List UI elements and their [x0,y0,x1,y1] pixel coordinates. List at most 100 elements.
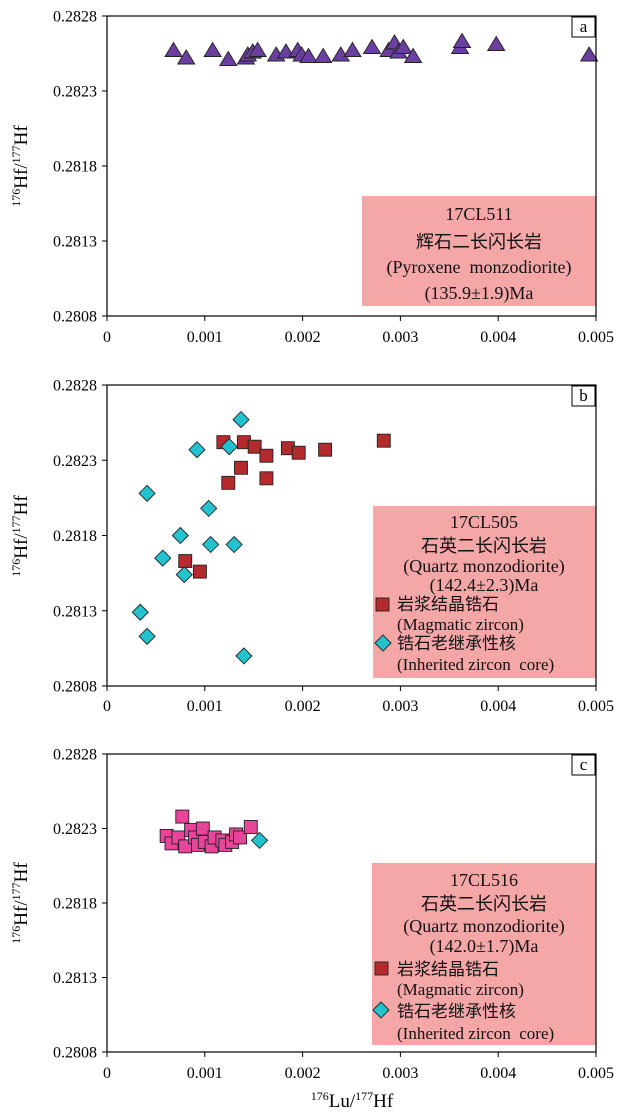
rock-name-en: (Quartz monzodiorite) [403,916,564,937]
annotation-box [373,506,596,678]
panel-label: c [580,755,588,774]
x-label-superscript: 177 [355,1089,373,1103]
diamond-data-point [232,410,250,429]
x-tick-label: 0.005 [578,698,614,715]
y-axis-label: 176Hf/177Hf [9,862,32,944]
diamond-data-point [138,627,156,645]
x-tick-label: 0.003 [382,698,418,715]
axis-ticks: 0 0.001 0.002 0.003 0.004 0.005 0.2808 0.2813 0.… [53,9,614,347]
panel-b: 0 0.001 0.002 0.003 0.004 0.005 0.2808 0.2813 0.… [9,378,614,716]
y-tick-label: 0.2808 [53,679,97,696]
diamond-data-point [250,831,269,850]
x-tick-label: 0.002 [285,1065,321,1082]
y-tick-label: 0.2813 [53,970,97,987]
triangle-data-point [362,38,382,54]
x-tick-label: 0.005 [578,1065,614,1082]
panel-label-box [571,754,596,776]
panel-a: 0 0.001 0.002 0.003 0.004 0.005 0.2808 0.2813 0.… [9,9,614,347]
diamond-data-point [175,565,193,584]
rock-name-cn: 石英二长闪长岩 [421,894,547,914]
x-tick-label: 0.001 [187,329,223,346]
y-label-superscript: 176 [9,189,23,207]
legend-diamond-marker [374,634,392,652]
x-tick-label: 0 [103,1065,111,1082]
legend-label-en: (Magmatic zircon) [397,980,524,999]
x-tick-label: 0.003 [382,1065,418,1082]
y-tick-label: 0.2828 [53,9,97,26]
square-data-point [192,564,207,579]
triangle-data-point [579,46,599,62]
legend-label-cn: 锆石老继承性核 [397,1002,516,1021]
plot-marks [164,32,599,66]
legend-label-cn: 岩浆结晶锆石 [397,595,499,614]
y-label-superscript: 176 [9,926,23,944]
panel-label-box [571,385,596,407]
square-data-point [376,433,391,448]
y-label-part: Hf/ [11,163,32,189]
triangle-data-point [248,41,267,57]
x-label-part: Lu/ [329,1091,356,1112]
square-data-point [259,448,274,463]
square-data-point [234,460,248,475]
x-tick-label: 0.001 [187,698,223,715]
y-axis-label: 176Hf/177Hf [9,495,32,577]
y-label-superscript: 177 [9,515,23,533]
y-tick-label: 0.2808 [53,1045,97,1062]
x-label-part: Hf [373,1091,394,1112]
triangle-data-point [176,49,196,65]
y-tick-label: 0.2813 [53,234,97,251]
square-data-point [318,442,333,457]
diamond-data-point [202,535,220,554]
y-tick-label: 0.2823 [53,84,97,101]
x-tick-label: 0.004 [480,1065,516,1082]
rock-name-cn: 辉石二长闪长岩 [416,232,542,252]
x-tick-label: 0.003 [382,329,418,346]
diamond-data-point [138,484,156,502]
diamond-data-point [220,438,238,456]
triangle-data-point [452,32,472,48]
square-data-point [243,820,258,834]
y-tick-label: 0.2828 [53,378,97,395]
annotation-box [372,863,596,1045]
y-axis-label: 176Hf/177Hf [9,125,32,207]
annotation-box [362,196,596,306]
x-tick-label: 0.005 [578,329,614,346]
y-label-part: Hf/ [11,900,32,926]
age-label: (135.9±1.9)Ma [425,283,534,304]
sample-id: 17CL516 [450,870,518,890]
sample-id: 17CL505 [450,512,518,532]
legend-label-en: (Inherited zircon core) [397,1024,554,1043]
x-label-superscript: 176 [311,1089,329,1103]
y-label-part: Hf [11,862,32,883]
triangle-data-point [486,35,506,51]
triangle-data-point [218,50,238,66]
plot-marks [159,809,269,854]
x-tick-label: 0 [103,698,111,715]
x-axis-label: 176Lu/177Hf [311,1089,394,1112]
square-data-point [178,554,193,569]
square-data-point [221,475,236,490]
y-label-part: Hf [11,495,32,516]
y-label-superscript: 177 [9,882,23,900]
legend-label-en: (Inherited zircon core) [397,655,554,674]
x-tick-label: 0.004 [480,329,516,346]
panel-c: 0 0.001 0.002 0.003 0.004 0.005 0.2808 0.2813 0.… [9,747,614,1113]
square-data-point [247,439,262,454]
y-tick-label: 0.2818 [53,896,97,913]
diamond-data-point [225,535,243,554]
x-tick-label: 0 [103,329,111,346]
legend-label-cn: 岩浆结晶锆石 [397,960,499,979]
y-tick-label: 0.2808 [53,309,97,326]
y-label-part: Hf/ [11,533,32,559]
legend-square-marker [374,961,389,976]
diamond-data-point [188,441,206,459]
y-tick-label: 0.2823 [53,453,97,470]
triangle-data-point [394,38,413,54]
square-data-point [195,821,210,836]
y-label-superscript: 176 [9,559,23,577]
panel-label: a [580,17,588,36]
age-label: (142.4±2.3)Ma [430,575,539,596]
sample-id: 17CL511 [445,204,512,224]
panel-label-box [571,16,596,38]
